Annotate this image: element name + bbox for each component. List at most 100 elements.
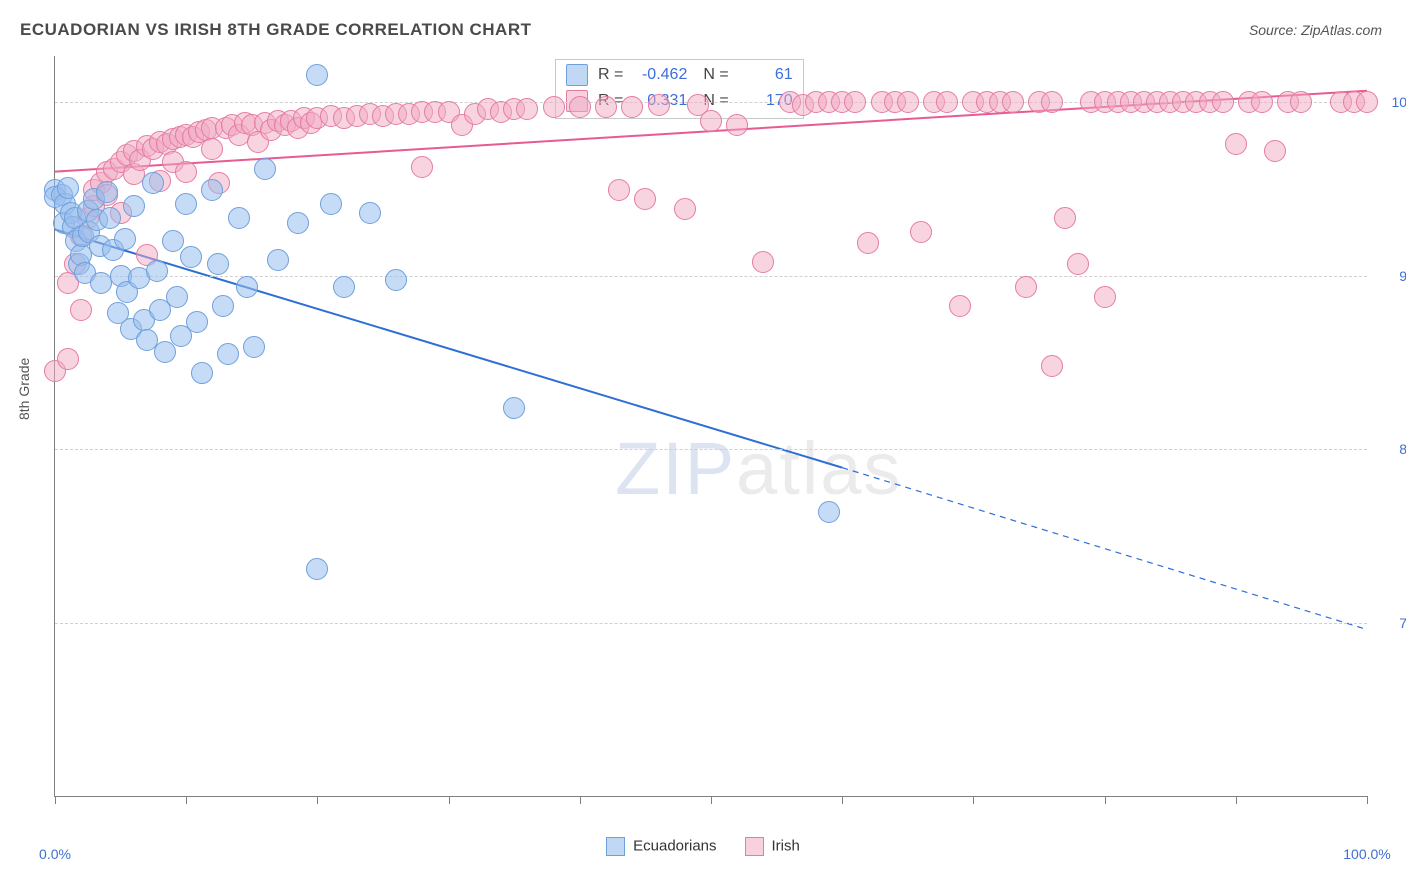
scatter-point-ecuadorians [217,343,239,365]
bottom-swatch-ecuadorians [606,837,625,856]
legend-n-value-ecuadorians: 61 [735,66,793,84]
scatter-point-ecuadorians [818,501,840,523]
y-tick-label: 92.5% [1377,268,1406,284]
source-label: Source: ZipAtlas.com [1249,22,1382,38]
scatter-point-irish [700,110,722,132]
scatter-point-irish [175,161,197,183]
scatter-point-irish [1225,133,1247,155]
scatter-point-irish [910,221,932,243]
scatter-point-irish [936,91,958,113]
scatter-point-ecuadorians [175,193,197,215]
scatter-point-ecuadorians [236,276,258,298]
scatter-point-irish [949,295,971,317]
bottom-legend: Ecuadorians Irish [0,837,1406,856]
y-tick-label: 77.5% [1377,615,1406,631]
scatter-point-ecuadorians [90,272,112,294]
grid-line-h [55,276,1367,277]
scatter-point-irish [648,94,670,116]
scatter-point-ecuadorians [186,311,208,333]
x-tick [842,796,843,804]
watermark-part2: atlas [736,427,902,510]
trend-lines-svg [55,56,1367,796]
watermark: ZIPatlas [615,426,902,511]
bottom-legend-item-ecuadorians: Ecuadorians [606,837,716,856]
scatter-point-irish [569,96,591,118]
scatter-point-irish [1002,91,1024,113]
scatter-point-irish [1290,91,1312,113]
trend-line [842,468,1367,630]
scatter-point-ecuadorians [306,64,328,86]
x-tick [186,796,187,804]
scatter-point-irish [543,96,565,118]
x-tick [1367,796,1368,804]
scatter-point-ecuadorians [123,195,145,217]
plot-area: ZIPatlas R = -0.462 N = 61 R = 0.331 N =… [54,56,1367,797]
x-tick [580,796,581,804]
scatter-point-ecuadorians [57,177,79,199]
scatter-point-irish [1356,91,1378,113]
scatter-point-irish [1041,91,1063,113]
scatter-point-ecuadorians [306,558,328,580]
scatter-point-ecuadorians [142,172,164,194]
scatter-point-irish [752,251,774,273]
bottom-label-ecuadorians: Ecuadorians [633,837,716,854]
scatter-point-irish [1264,140,1286,162]
scatter-point-irish [1067,253,1089,275]
scatter-point-ecuadorians [267,249,289,271]
scatter-point-irish [857,232,879,254]
legend-swatch-ecuadorians [566,64,588,86]
scatter-point-irish [1251,91,1273,113]
scatter-point-irish [595,96,617,118]
scatter-point-ecuadorians [243,336,265,358]
scatter-point-ecuadorians [146,260,168,282]
scatter-point-ecuadorians [99,207,121,229]
legend-n-label: N = [703,66,728,84]
x-tick [55,796,56,804]
scatter-point-irish [516,98,538,120]
scatter-point-ecuadorians [503,397,525,419]
chart-container: ECUADORIAN VS IRISH 8TH GRADE CORRELATIO… [0,0,1406,892]
legend-row-ecuadorians: R = -0.462 N = 61 [566,62,793,88]
legend-r-value-ecuadorians: -0.462 [629,66,687,84]
scatter-point-irish [1212,91,1234,113]
scatter-point-ecuadorians [180,246,202,268]
scatter-point-irish [844,91,866,113]
scatter-point-ecuadorians [320,193,342,215]
scatter-point-ecuadorians [359,202,381,224]
scatter-point-irish [621,96,643,118]
scatter-point-ecuadorians [201,179,223,201]
scatter-point-irish [57,348,79,370]
scatter-point-ecuadorians [212,295,234,317]
scatter-point-ecuadorians [333,276,355,298]
y-tick-label: 85.0% [1377,441,1406,457]
legend-r-label: R = [598,66,623,84]
grid-line-h [55,623,1367,624]
scatter-point-ecuadorians [96,181,118,203]
x-tick [973,796,974,804]
scatter-point-ecuadorians [254,158,276,180]
scatter-point-irish [201,138,223,160]
bottom-swatch-irish [745,837,764,856]
scatter-point-irish [608,179,630,201]
x-tick [317,796,318,804]
scatter-point-ecuadorians [191,362,213,384]
x-tick [711,796,712,804]
x-tick [1236,796,1237,804]
scatter-point-irish [726,114,748,136]
scatter-point-irish [411,156,433,178]
scatter-point-ecuadorians [385,269,407,291]
scatter-point-ecuadorians [287,212,309,234]
bottom-label-irish: Irish [772,837,800,854]
scatter-point-irish [634,188,656,210]
grid-line-h [55,449,1367,450]
scatter-point-irish [1094,286,1116,308]
scatter-point-ecuadorians [228,207,250,229]
x-tick [449,796,450,804]
scatter-point-irish [674,198,696,220]
scatter-point-irish [1015,276,1037,298]
scatter-point-ecuadorians [162,230,184,252]
correlation-legend: R = -0.462 N = 61 R = 0.331 N = 170 [555,59,804,119]
scatter-point-irish [897,91,919,113]
watermark-part1: ZIP [615,427,736,510]
chart-title: ECUADORIAN VS IRISH 8TH GRADE CORRELATIO… [20,20,531,40]
